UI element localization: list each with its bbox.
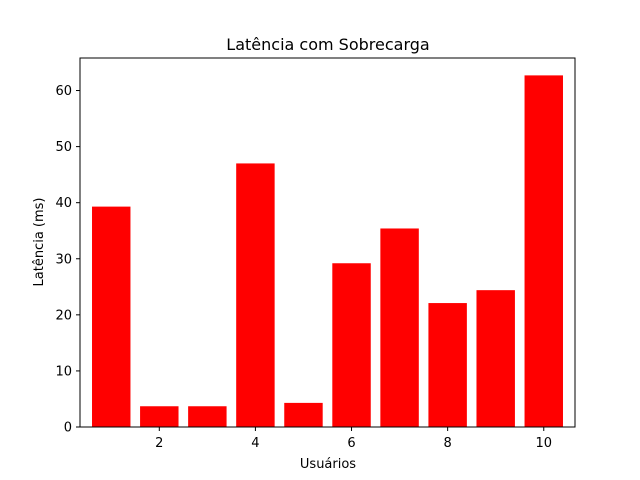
x-tick-label: 10 [535,436,552,451]
bar-5 [284,402,323,427]
x-axis-ticks: 2 4 6 8 10 [155,427,552,451]
bar-10 [524,75,563,428]
y-tick-label: 10 [55,364,72,379]
y-axis-label: Latência (ms) [32,198,47,287]
x-tick-label: 8 [444,436,452,451]
bars-group [92,75,563,428]
plot-frame [79,57,576,428]
y-axis-ticks: 0 10 20 30 40 50 60 [55,84,80,436]
bar-9 [476,290,515,427]
x-tick-label: 4 [251,436,259,451]
bar-2 [140,406,179,427]
y-tick-label: 40 [55,196,72,211]
bar-3 [188,406,227,427]
bar-6 [332,263,371,427]
y-tick-label: 0 [64,421,72,436]
x-tick-label: 2 [155,436,163,451]
bar-7 [380,228,419,427]
y-tick-label: 20 [55,308,72,323]
x-axis-label: Usuários [300,457,356,472]
y-tick-label: 50 [55,140,72,155]
y-tick-label: 60 [55,84,72,99]
y-tick-label: 30 [55,252,72,267]
chart-title: Latência com Sobrecarga [226,35,429,54]
bar-1 [92,206,131,427]
x-tick-label: 6 [347,436,355,451]
bar-8 [428,303,467,427]
bar-4 [236,163,275,427]
